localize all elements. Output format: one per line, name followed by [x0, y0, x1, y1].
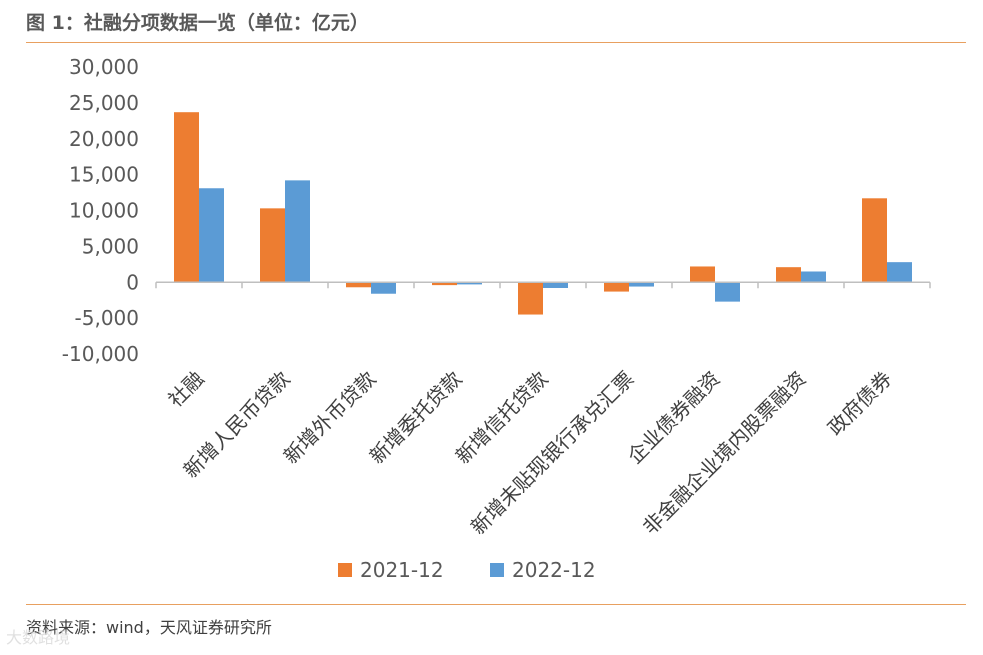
y-tick-label: 0 [126, 270, 139, 294]
bar-2022-12-8 [887, 262, 912, 283]
y-tick-label: 10,000 [69, 199, 139, 223]
bar-2022-12-4 [543, 282, 568, 288]
bar-2021-12-6 [690, 266, 715, 283]
bar-2022-12-2 [371, 282, 396, 294]
bar-2021-12-2 [346, 282, 371, 288]
bar-2022-12-6 [715, 282, 740, 302]
bar-2021-12-0 [174, 112, 199, 283]
bar-2022-12-1 [285, 180, 310, 283]
bar-2022-12-5 [629, 282, 654, 287]
source-divider [26, 604, 966, 605]
legend-swatch-2022-12 [490, 563, 504, 577]
bar-2022-12-0 [199, 188, 224, 283]
bar-2022-12-3 [457, 282, 482, 285]
category-label: 新增未贴现银行承兑汇票 [466, 367, 639, 540]
y-tick-label: 20,000 [69, 127, 139, 151]
y-tick-label: -10,000 [62, 342, 139, 366]
legend-label: 2022-12 [512, 558, 596, 582]
watermark-logo: 大数路境 [6, 628, 71, 647]
y-tick-label: -5,000 [75, 306, 139, 330]
bar-2022-12-7 [801, 271, 826, 283]
bar-2021-12-4 [518, 282, 543, 315]
source-note: 资料来源：wind，天风证券研究所 [26, 618, 272, 637]
bar-2021-12-3 [432, 282, 457, 286]
bar-2021-12-5 [604, 282, 629, 292]
y-tick-label: 15,000 [69, 163, 139, 187]
y-tick-label: 30,000 [69, 55, 139, 79]
title-divider [26, 42, 966, 43]
legend-swatch-2021-12 [338, 563, 352, 577]
y-tick-label: 5,000 [82, 234, 139, 258]
legend-label: 2021-12 [360, 558, 444, 582]
bar-2021-12-7 [776, 267, 801, 283]
bar-2021-12-1 [260, 208, 285, 283]
bar-chart: 30,000 25,000 20,000 15,000 10,000 5,000 0 -5,0… [62, 55, 931, 582]
y-tick-label: 25,000 [69, 91, 139, 115]
bar-2021-12-8 [862, 198, 887, 283]
category-label: 非金融企业境内股票融资 [638, 367, 811, 540]
category-label: 社融 [163, 367, 208, 412]
figure-title: 图 1：社融分项数据一览（单位：亿元） [26, 12, 369, 34]
category-label: 政府债券 [823, 367, 897, 441]
